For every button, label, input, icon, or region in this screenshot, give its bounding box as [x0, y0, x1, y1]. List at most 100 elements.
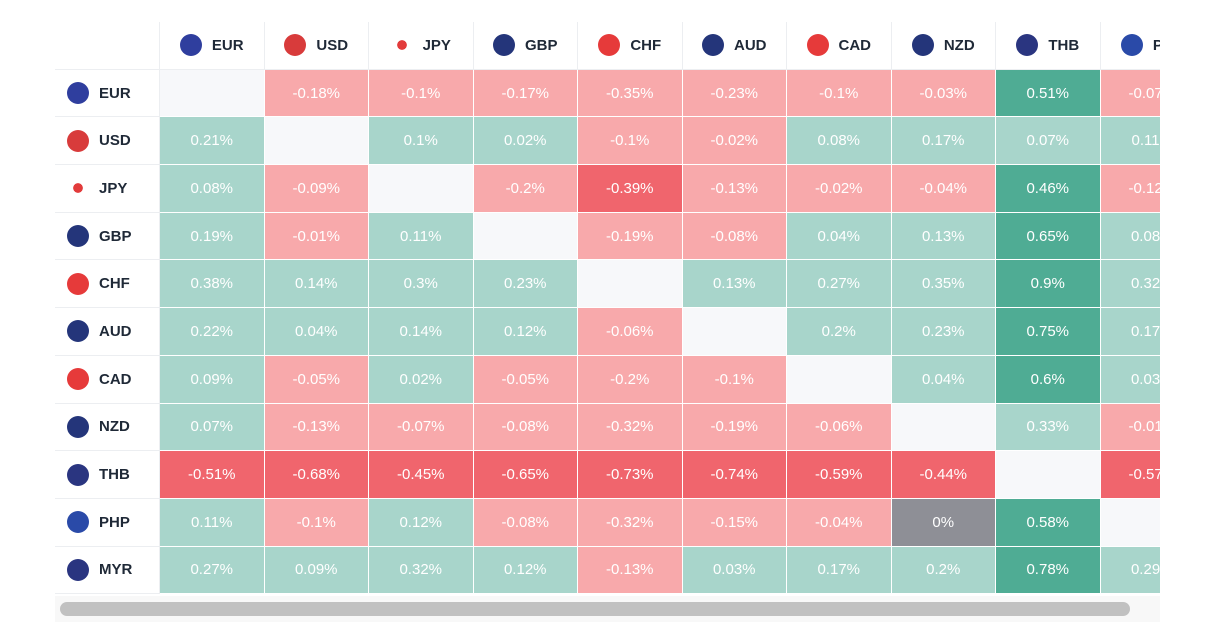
label: 0.38% — [190, 275, 234, 293]
label: THB — [99, 466, 130, 484]
heat-cell: -0.68% — [264, 451, 369, 499]
label: USD — [99, 132, 131, 150]
label: -0.08% — [710, 227, 759, 245]
label: 0.29% — [1130, 561, 1160, 579]
row-header: JPY — [55, 165, 160, 213]
column-header: CAD — [787, 22, 892, 70]
label: 0.11% — [191, 513, 233, 531]
heat-cell: 0.1% — [369, 117, 474, 166]
flag-icon — [67, 558, 89, 581]
heat-cell: 0.12% — [369, 498, 474, 547]
label: 0.23% — [921, 322, 965, 340]
heat-cell: 0.46% — [996, 165, 1101, 213]
label: 0.14% — [294, 275, 338, 293]
heat-cell: 0.09% — [264, 546, 369, 595]
heat-cell: 0.75% — [996, 308, 1101, 356]
heat-cell: 0.6% — [996, 355, 1101, 404]
heat-cell: -0.04% — [891, 165, 996, 213]
label: -0.44% — [919, 466, 968, 484]
label: 0.13% — [712, 275, 756, 293]
label: -0.1% — [819, 84, 859, 102]
label: 0.58% — [1026, 513, 1070, 531]
heat-cell: -0.02% — [682, 117, 787, 166]
label: -0.07% — [1128, 84, 1160, 102]
label: -0.01% — [292, 227, 341, 245]
heat-cell: 0.11% — [369, 212, 474, 261]
heat-cell: 0.03% — [1100, 355, 1160, 404]
label: -0.15% — [710, 513, 759, 531]
label: 0.03% — [712, 561, 756, 579]
heat-cell: -0.1% — [369, 69, 474, 118]
heat-cell: -0.06% — [787, 403, 892, 452]
row-header: PHP — [55, 498, 160, 547]
label: 0.04% — [921, 370, 965, 388]
label: -0.73% — [605, 466, 654, 484]
grid: EUR USD JPY GBP CHF AUD CAD NZD THB PHP EUR -0.18% -… — [55, 22, 1160, 595]
label: -0.12% — [1128, 179, 1160, 197]
label: JPY — [99, 179, 128, 197]
label: 0% — [932, 513, 955, 531]
flag-icon — [67, 177, 89, 200]
label: -0.09% — [292, 179, 341, 197]
label: -0.59% — [814, 466, 863, 484]
label: -0.08% — [501, 418, 550, 436]
column-header: NZD — [891, 22, 996, 70]
heat-cell: 0.23% — [891, 308, 996, 356]
heat-cell: 0.58% — [996, 498, 1101, 547]
flag-icon — [67, 415, 89, 438]
label: -0.03% — [919, 84, 968, 102]
heat-cell: 0.32% — [369, 546, 474, 595]
heatmap-table: EUR USD JPY GBP CHF AUD CAD NZD THB PHP EUR -0.18% -… — [55, 22, 1160, 596]
label: 0.12% — [503, 561, 547, 579]
label: PHP — [1152, 36, 1160, 54]
label: NZD — [99, 418, 130, 436]
column-header: THB — [996, 22, 1101, 70]
heat-cell: -0.03% — [891, 69, 996, 118]
label: 0.65% — [1026, 227, 1070, 245]
label: 0.12% — [399, 513, 443, 531]
label: USD — [316, 36, 349, 54]
heat-cell: 0.12% — [473, 308, 578, 356]
label: 0.1% — [403, 132, 438, 150]
heat-cell: -0.13% — [264, 403, 369, 452]
label: -0.74% — [710, 466, 759, 484]
label: -0.35% — [605, 84, 654, 102]
heat-cell: -0.09% — [264, 165, 369, 213]
row-header: CAD — [55, 355, 160, 404]
heat-cell: 0.17% — [891, 117, 996, 166]
row-header: EUR — [55, 69, 160, 118]
heat-cell: -0.12% — [1100, 165, 1160, 213]
label: 0.02% — [503, 132, 547, 150]
label: 0.04% — [294, 322, 338, 340]
heat-cell: 0.08% — [787, 117, 892, 166]
label: 0.08% — [1130, 227, 1160, 245]
heat-cell — [996, 451, 1101, 499]
label: 0.21% — [190, 132, 234, 150]
heat-cell: -0.19% — [578, 212, 683, 261]
label: 0.2% — [926, 561, 961, 579]
heat-cell: 0.19% — [160, 212, 265, 261]
heat-cell: 0.02% — [473, 117, 578, 166]
label: 0.02% — [399, 370, 443, 388]
heat-cell: 0.35% — [891, 260, 996, 309]
heat-cell — [1100, 498, 1160, 547]
label: 0.35% — [921, 275, 965, 293]
heat-cell: 0.04% — [787, 212, 892, 261]
flag-icon — [179, 34, 202, 57]
column-header: USD — [264, 22, 369, 70]
scrollbar[interactable] — [60, 602, 1130, 616]
heat-cell: -0.13% — [578, 546, 683, 595]
heat-cell — [787, 355, 892, 404]
label: 0.2% — [821, 322, 856, 340]
label: 0.51% — [1026, 84, 1070, 102]
label: 0.6% — [1030, 370, 1065, 388]
heat-cell: 0.04% — [264, 308, 369, 356]
label: THB — [1048, 36, 1080, 54]
label: CAD — [99, 370, 132, 388]
label: 0.11% — [400, 227, 442, 245]
corner — [55, 22, 160, 70]
row-header: AUD — [55, 308, 160, 356]
label: CHF — [630, 36, 662, 54]
heat-cell — [264, 117, 369, 166]
label: -0.17% — [501, 84, 550, 102]
